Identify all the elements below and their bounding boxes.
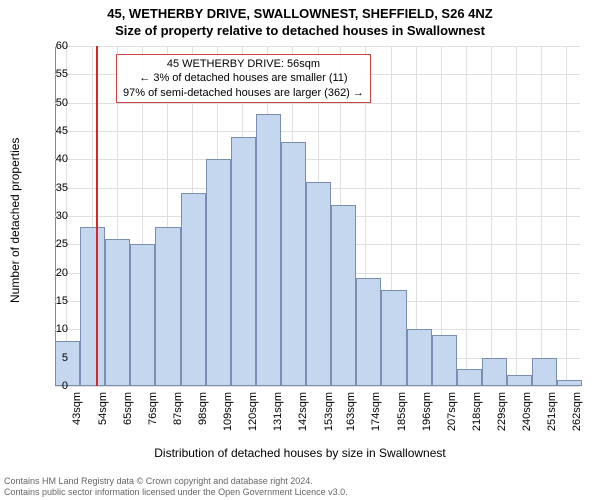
xtick-label: 262sqm xyxy=(571,392,583,431)
ytick-label: 0 xyxy=(38,380,68,392)
ytick-label: 55 xyxy=(38,68,68,80)
gridline-v xyxy=(541,46,542,386)
xtick-label: 109sqm xyxy=(222,392,234,431)
histogram-bar xyxy=(432,335,457,386)
gridline-v xyxy=(491,46,492,386)
histogram-bar xyxy=(80,227,105,386)
histogram-bar xyxy=(130,244,155,386)
ytick-label: 15 xyxy=(38,295,68,307)
histogram-bar xyxy=(356,278,381,386)
xtick-label: 251sqm xyxy=(546,392,558,431)
histogram-bar xyxy=(381,290,406,386)
histogram-bar xyxy=(507,375,532,386)
annotation-box: 45 WETHERBY DRIVE: 56sqm ← 3% of detache… xyxy=(116,54,371,103)
xtick-label: 207sqm xyxy=(446,392,458,431)
ytick-label: 35 xyxy=(38,182,68,194)
xtick-label: 76sqm xyxy=(147,392,159,425)
gridline-v xyxy=(566,46,567,386)
ytick-label: 30 xyxy=(38,210,68,222)
gridline-v xyxy=(466,46,467,386)
xtick-label: 142sqm xyxy=(297,392,309,431)
ytick-label: 60 xyxy=(38,40,68,52)
reference-line xyxy=(96,46,98,386)
annotation-line: 97% of semi-detached houses are larger (… xyxy=(123,86,364,100)
histogram-bar xyxy=(231,137,256,386)
histogram-bar xyxy=(206,159,231,386)
histogram-bar xyxy=(482,358,507,386)
ytick-label: 20 xyxy=(38,267,68,279)
xtick-label: 120sqm xyxy=(247,392,259,431)
title-line2: Size of property relative to detached ho… xyxy=(0,23,600,40)
xtick-label: 240sqm xyxy=(521,392,533,431)
histogram-bar xyxy=(306,182,331,386)
ytick-label: 50 xyxy=(38,97,68,109)
xtick-label: 218sqm xyxy=(471,392,483,431)
histogram-bar xyxy=(532,358,557,386)
histogram-bar xyxy=(181,193,206,386)
histogram-bar xyxy=(331,205,356,386)
xtick-label: 174sqm xyxy=(370,392,382,431)
xtick-label: 65sqm xyxy=(122,392,134,425)
title-line1: 45, WETHERBY DRIVE, SWALLOWNEST, SHEFFIE… xyxy=(0,6,600,23)
footer-line: Contains HM Land Registry data © Crown c… xyxy=(4,476,348,487)
xtick-label: 185sqm xyxy=(396,392,408,431)
gridline-v xyxy=(516,46,517,386)
histogram-bar xyxy=(407,329,432,386)
histogram-bar xyxy=(281,142,306,386)
ytick-label: 25 xyxy=(38,238,68,250)
ytick-label: 5 xyxy=(38,352,68,364)
chart-plot-area: 45 WETHERBY DRIVE: 56sqm ← 3% of detache… xyxy=(55,46,580,386)
footer-attribution: Contains HM Land Registry data © Crown c… xyxy=(4,476,348,498)
histogram-bar xyxy=(155,227,180,386)
xtick-label: 163sqm xyxy=(345,392,357,431)
xtick-label: 131sqm xyxy=(272,392,284,431)
xtick-label: 54sqm xyxy=(97,392,109,425)
y-axis-label: Number of detached properties xyxy=(8,138,22,303)
xtick-label: 87sqm xyxy=(172,392,184,425)
xtick-label: 153sqm xyxy=(323,392,335,431)
ytick-label: 45 xyxy=(38,125,68,137)
annotation-line: ← 3% of detached houses are smaller (11) xyxy=(123,71,364,85)
annotation-line: 45 WETHERBY DRIVE: 56sqm xyxy=(123,57,364,71)
histogram-bar xyxy=(105,239,130,386)
xtick-label: 229sqm xyxy=(496,392,508,431)
ytick-label: 10 xyxy=(38,323,68,335)
xtick-label: 196sqm xyxy=(421,392,433,431)
xtick-label: 98sqm xyxy=(197,392,209,425)
ytick-label: 40 xyxy=(38,153,68,165)
histogram-bar xyxy=(457,369,482,386)
histogram-bar xyxy=(557,380,582,386)
histogram-bar xyxy=(256,114,281,386)
x-axis-label: Distribution of detached houses by size … xyxy=(0,446,600,460)
footer-line: Contains public sector information licen… xyxy=(4,487,348,498)
gridline-h xyxy=(55,386,580,387)
chart-title: 45, WETHERBY DRIVE, SWALLOWNEST, SHEFFIE… xyxy=(0,0,600,40)
xtick-label: 43sqm xyxy=(71,392,83,425)
